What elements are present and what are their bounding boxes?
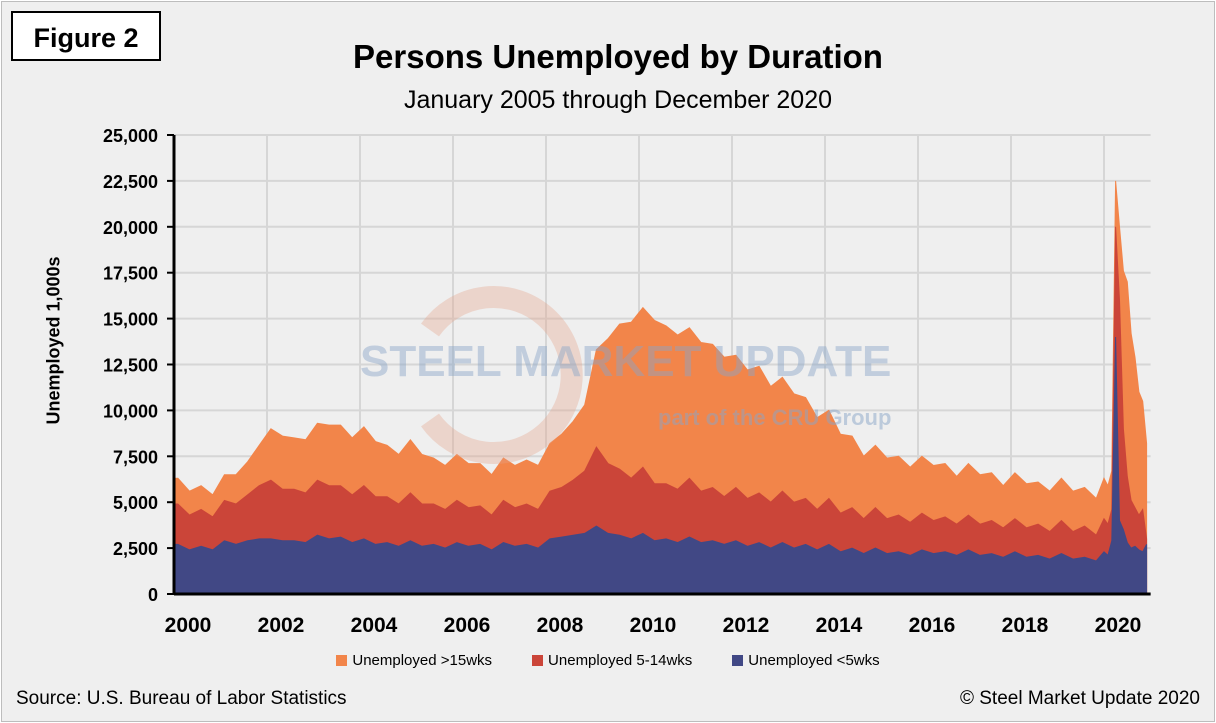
y-tick-label: 5,000 — [113, 493, 158, 513]
x-tick-label: 2010 — [630, 614, 677, 637]
x-tick-label: 2014 — [816, 614, 863, 637]
legend-swatch — [532, 655, 544, 666]
x-tick-label: 2012 — [723, 614, 770, 637]
x-tick-label: 2018 — [1002, 614, 1049, 637]
watermark-logo: STEEL MARKET UPDATE — [360, 337, 891, 386]
y-tick-label: 25,000 — [103, 126, 158, 146]
legend-label: Unemployed <5wks — [748, 652, 880, 669]
legend: Unemployed >15wks Unemployed 5-14wks Une… — [0, 652, 1216, 669]
y-tick-label: 7,500 — [113, 447, 158, 467]
copyright-note: © Steel Market Update 2020 — [959, 688, 1200, 709]
y-tick-label: 2,500 — [113, 539, 158, 559]
y-tick-label: 15,000 — [103, 310, 158, 330]
legend-swatch — [336, 655, 348, 666]
source-note: Source: U.S. Bureau of Labor Statistics — [16, 688, 347, 709]
area-gt15wks — [173, 180, 1148, 595]
x-tick-label: 2002 — [258, 614, 305, 637]
y-tick-label: 10,000 — [103, 401, 158, 421]
x-tick-label: 2000 — [165, 614, 212, 637]
y-tick-label: 0 — [148, 585, 158, 605]
chart-subtitle: January 2005 through December 2020 — [403, 86, 833, 114]
y-tick-label: 17,500 — [103, 264, 158, 284]
x-tick-label: 2016 — [909, 614, 956, 637]
area-5-14wks — [173, 226, 1148, 595]
y-tick-label: 20,000 — [103, 218, 158, 238]
x-tick-label: 2008 — [537, 614, 584, 637]
chart-title: Persons Unemployed by Duration — [353, 38, 883, 75]
x-tick-label: 2004 — [351, 614, 398, 637]
legend-item-5-14: Unemployed 5-14wks — [532, 652, 692, 669]
y-tick-label: 22,500 — [103, 172, 158, 192]
legend-label: Unemployed >15wks — [352, 652, 493, 669]
figure-label: Figure 2 — [11, 11, 161, 61]
y-tick-label: 12,500 — [103, 356, 158, 376]
legend-swatch — [732, 655, 744, 666]
watermark-arc — [421, 286, 583, 464]
legend-item-lt5: Unemployed <5wks — [732, 652, 880, 669]
watermark-logo-sub: part of the CRU Group — [658, 405, 891, 430]
legend-item-gt15: Unemployed >15wks — [336, 652, 492, 669]
x-tick-label: 2020 — [1095, 614, 1142, 637]
area-lt5wks — [173, 336, 1148, 595]
legend-label: Unemployed 5-14wks — [548, 652, 693, 669]
x-tick-label: 2006 — [444, 614, 491, 637]
